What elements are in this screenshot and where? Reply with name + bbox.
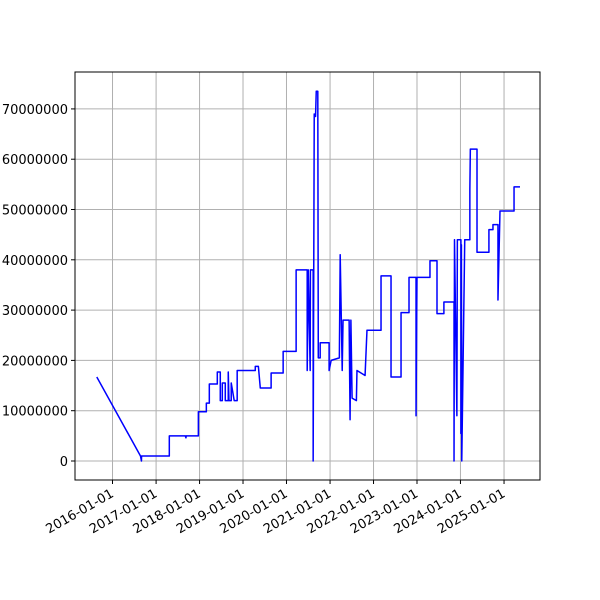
y-tick-label: 20000000 <box>2 354 68 369</box>
y-tick-label: 30000000 <box>2 304 68 319</box>
y-tick-label: 50000000 <box>2 204 68 219</box>
y-tick-label: 70000000 <box>2 103 68 118</box>
y-tick-label: 40000000 <box>2 254 68 269</box>
y-tick-label: 60000000 <box>2 153 68 168</box>
data-line <box>96 90 520 462</box>
plot-frame <box>74 71 541 481</box>
plot-layer <box>96 90 520 462</box>
y-tick-label: 0 <box>60 455 68 470</box>
y-tick-label: 10000000 <box>2 405 68 420</box>
